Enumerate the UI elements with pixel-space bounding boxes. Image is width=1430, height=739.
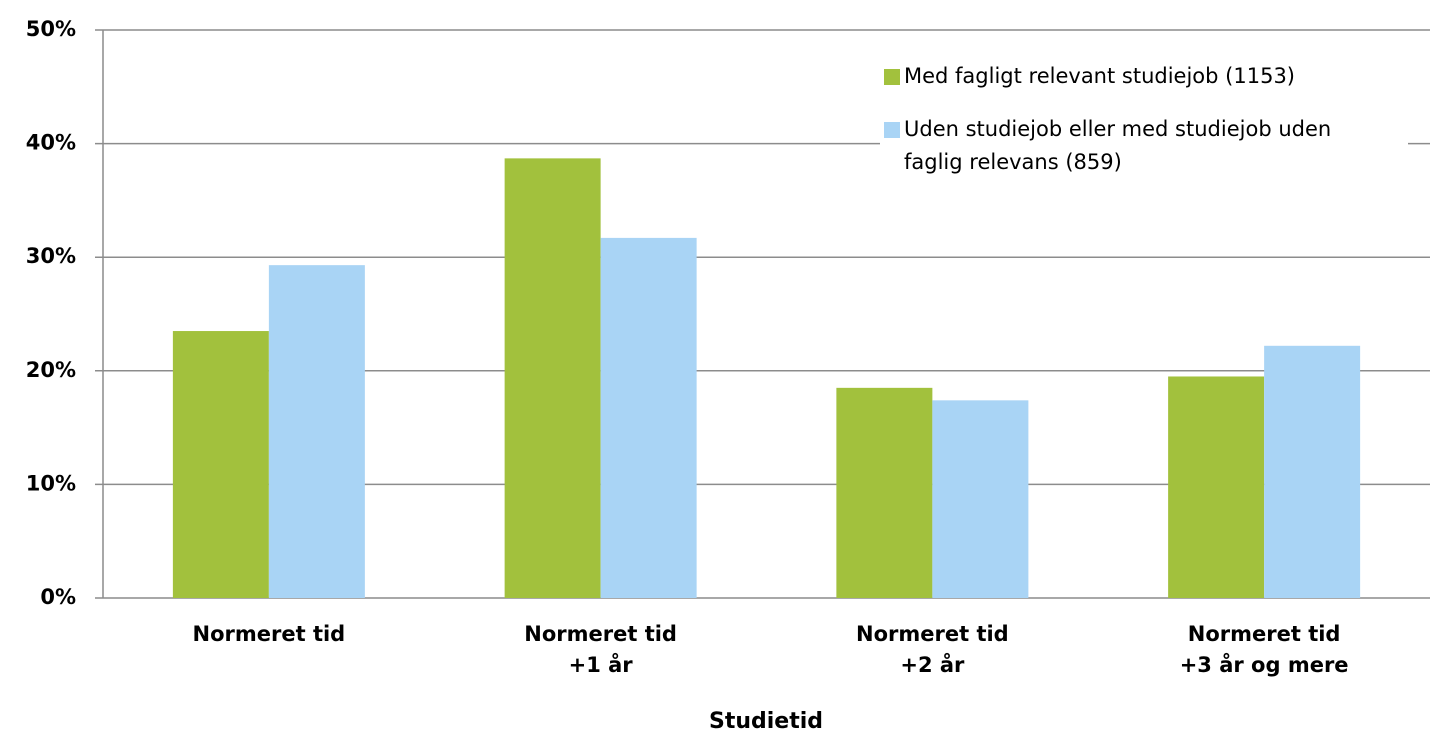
y-tick-label: 0% [40,585,76,609]
bar [172,331,269,598]
y-tick-label: 50% [26,17,76,41]
x-tick-label: +2 år [900,652,965,677]
x-tick-label: +3 år og mere [1180,652,1349,677]
y-tick-label: 30% [26,244,76,268]
x-axis-label: Studietid [709,709,823,734]
legend: Med fagligt relevant studiejob (1153) Ude… [880,58,1408,201]
bar [600,237,697,598]
bar [1168,376,1265,598]
legend-entry: Med fagligt relevant studiejob (1153) [884,60,1404,93]
legend-label: Uden studiejob eller med studiejob uden … [904,117,1332,174]
x-tick-label: Normeret tid [193,622,346,646]
y-tick-label: 20% [26,358,76,382]
bar [504,158,601,599]
legend-entry: Uden studiejob eller med studiejob uden … [884,113,1404,179]
x-tick-label: Normeret tid [856,622,1009,646]
bar [932,400,1029,598]
bar [1264,345,1361,598]
legend-swatch [884,122,900,138]
y-tick-label: 40% [26,131,76,155]
bar [836,387,933,598]
legend-swatch [884,69,900,85]
x-tick-label: Normeret tid [1188,622,1341,646]
y-tick-label: 10% [26,471,76,495]
x-tick-label: Normeret tid [524,622,677,646]
bar [268,265,365,598]
legend-label: Med fagligt relevant studiejob (1153) [904,64,1295,88]
x-tick-label: +1 år [569,652,634,677]
